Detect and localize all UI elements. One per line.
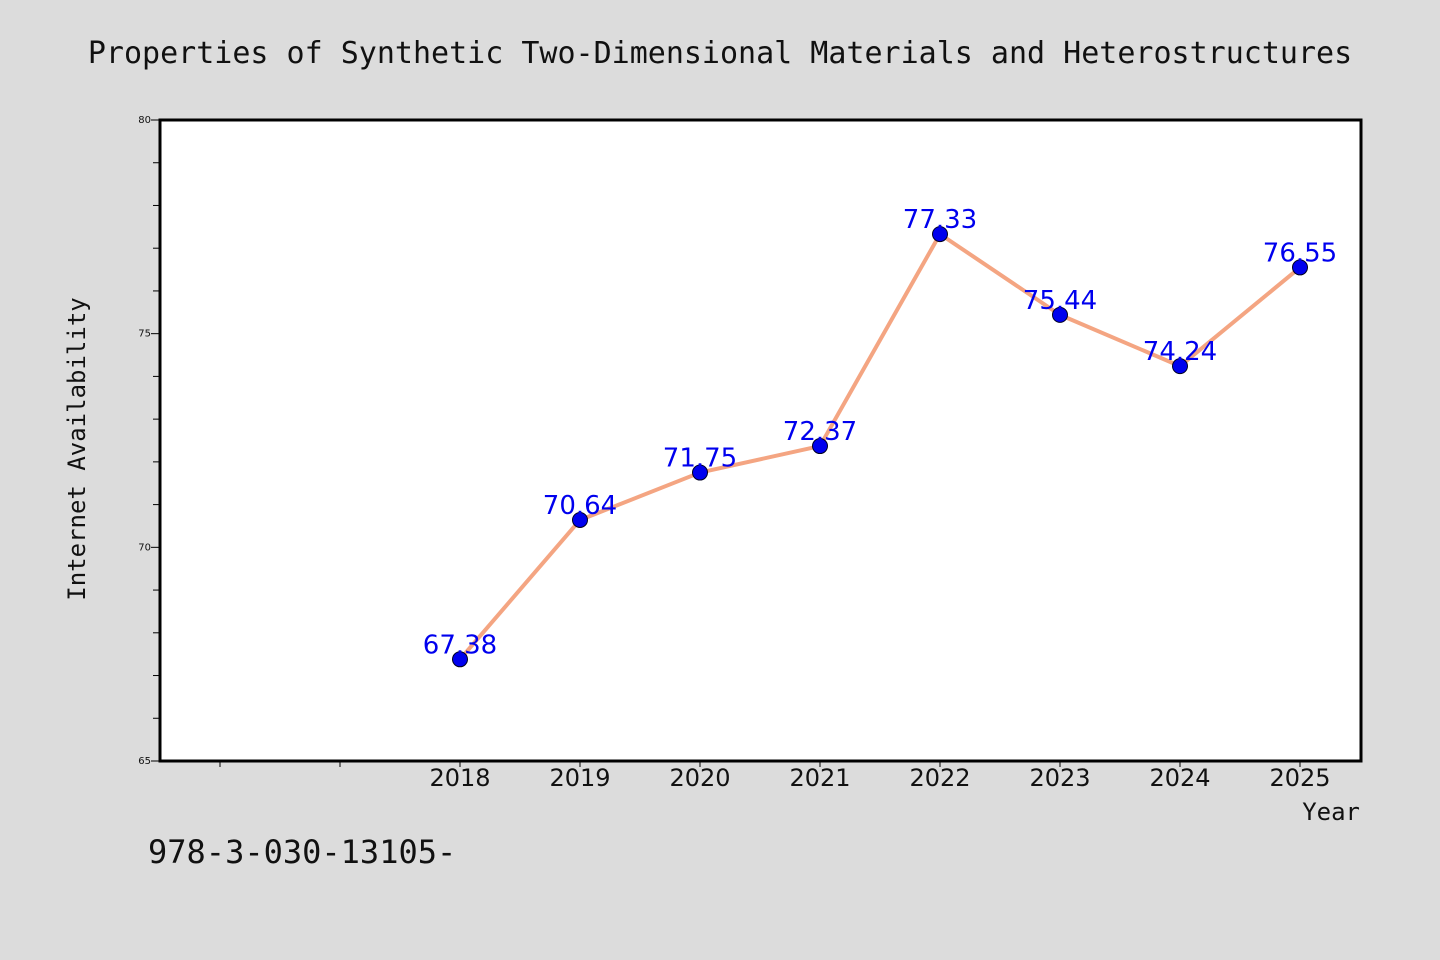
data-label: 77.33 (903, 205, 977, 235)
data-point (452, 651, 468, 668)
data-point (1292, 259, 1308, 276)
x-axis: 2018 2019 2020 2021 2022 2023 2024 2025 (219, 761, 1331, 792)
x-tick-label: 2021 (789, 764, 850, 792)
y-tick-label: 75 (138, 329, 151, 340)
x-tick-label: 2019 (549, 764, 610, 792)
data-point (1172, 358, 1188, 375)
y-axis-label: Internet Availability (63, 297, 91, 600)
x-tick-label: 2025 (1269, 764, 1330, 792)
data-label: 67.38 (423, 630, 497, 660)
x-tick-label: 2023 (1029, 764, 1090, 792)
x-tick-label: 2018 (429, 764, 490, 792)
y-tick-label: 70 (138, 542, 151, 553)
data-point (812, 438, 828, 455)
y-tick-label: 80 (138, 115, 151, 126)
series-layer: 67.38 70.64 71.75 72.37 77.33 75.44 74.24 76.55 (423, 205, 1337, 668)
data-point (572, 511, 588, 528)
data-point (692, 464, 708, 481)
x-axis-label: Year (1302, 798, 1360, 826)
data-label: 71.75 (663, 444, 737, 474)
series-line (458, 232, 1302, 661)
data-label: 74.24 (1143, 337, 1217, 367)
x-tick-label: 2020 (669, 764, 730, 792)
chart-title: Properties of Synthetic Two-Dimensional … (88, 36, 1352, 71)
x-tick-label: 2024 (1149, 764, 1210, 792)
data-label: 70.64 (543, 491, 617, 521)
data-point (932, 226, 948, 243)
data-point (1052, 306, 1068, 323)
data-label: 76.55 (1263, 238, 1337, 268)
isbn-code: 978-3-030-13105- (148, 833, 457, 871)
data-label: 75.44 (1023, 286, 1097, 316)
y-axis: 65 70 75 80 (138, 115, 160, 767)
data-label: 72.37 (783, 417, 857, 447)
y-tick-label: 65 (138, 756, 151, 767)
x-tick-label: 2022 (909, 764, 970, 792)
plot-area (158, 118, 1363, 763)
